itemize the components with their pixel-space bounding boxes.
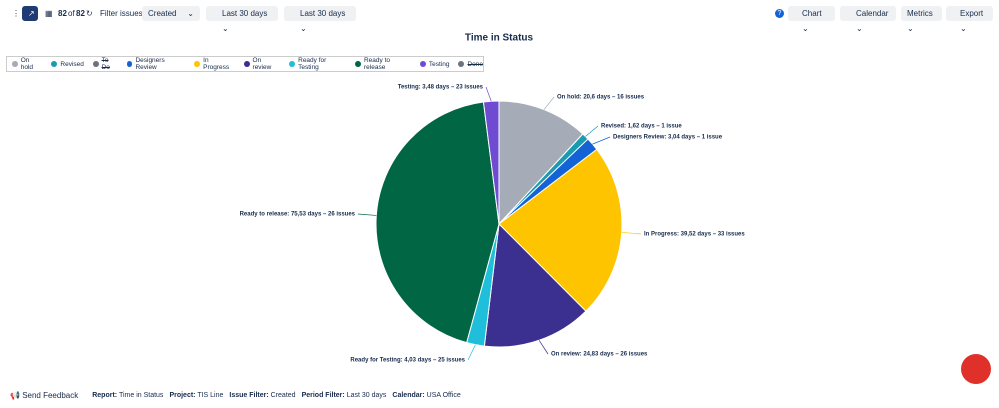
data-label: Testing: 3,48 days – 23 issues — [398, 85, 484, 91]
legend-item[interactable]: Ready for Testing — [289, 57, 346, 71]
count: 82 — [58, 9, 67, 18]
leader-line — [592, 136, 611, 145]
refresh-icon[interactable]: ↻ — [86, 9, 93, 18]
data-label: In Progress: 39,52 days – 33 issues — [644, 232, 745, 238]
legend-item[interactable]: Testing — [419, 60, 450, 68]
filter-value: Created — [148, 9, 177, 18]
legend-label: Testing — [428, 60, 450, 68]
legend-item[interactable]: In Progress — [194, 57, 234, 71]
legend-swatch — [12, 61, 18, 67]
legend-label: Done — [467, 60, 484, 68]
legend-swatch — [289, 61, 296, 67]
filter-label: Filter issues: — [100, 9, 145, 18]
date-range-dropdown[interactable]: Last 30 days ⌄ — [206, 6, 278, 33]
count-total: 82 — [76, 9, 85, 18]
calendar-button-label: Calendar — [856, 9, 889, 18]
footer-item: Project: TIS Line — [169, 392, 223, 399]
leader-line — [357, 213, 377, 216]
footer: 📢 Send Feedback Report: Time in Status Pr… — [10, 391, 461, 400]
leader-line — [467, 344, 476, 361]
footer-item-value: USA Office — [426, 392, 461, 399]
footer-item: Issue Filter: Created — [229, 392, 295, 399]
data-label: Ready to release: 75,53 days – 26 issues — [240, 212, 356, 218]
leader-line — [585, 125, 599, 137]
leader-line — [538, 340, 549, 355]
date-range: Last 30 days — [300, 9, 346, 18]
table-view-button[interactable]: ▦ — [45, 9, 53, 18]
export-dropdown[interactable]: Export ⌄ — [946, 6, 993, 33]
legend-item[interactable]: Designers Review — [126, 57, 186, 71]
data-label: On hold: 20,6 days – 16 issues — [557, 95, 645, 101]
leader-line — [621, 231, 642, 235]
legend-label: Ready for Testing — [298, 57, 327, 71]
legend: On hold Revised To Do Designers Review In Pr… — [6, 56, 484, 72]
legend-label: Designers Review — [135, 57, 165, 71]
calendar-dropdown[interactable]: Calendar ⌄ — [840, 6, 896, 33]
footer-item-label: Report: — [92, 392, 118, 399]
date-range: Last 30 days — [222, 9, 268, 18]
footer-item: Calendar: USA Office — [392, 392, 460, 399]
pie-slice — [466, 223, 500, 347]
filter-dropdown[interactable]: Created ⌄ — [142, 6, 200, 21]
data-label: Designers Review: 3,04 days – 1 issue — [613, 135, 723, 141]
legend-swatch — [126, 61, 133, 67]
legend-swatch — [51, 61, 58, 67]
legend-label: In Progress — [203, 57, 230, 71]
pie-slice — [498, 148, 623, 312]
legend-item[interactable]: Ready to release — [355, 57, 411, 71]
footer-item: Report: Time in Status — [92, 392, 163, 399]
footer-item: Period Filter: Last 30 days — [302, 392, 387, 399]
legend-label: Revised — [60, 60, 84, 68]
legend-label: On hold — [20, 57, 33, 71]
date-range-dropdown[interactable]: Last 30 days ⌄ — [284, 6, 356, 33]
feedback-link[interactable]: 📢 Send Feedback — [10, 391, 79, 400]
pie-slice — [498, 138, 598, 225]
chart-title: Time in Status — [465, 33, 534, 44]
legend-item[interactable]: To Do — [92, 57, 118, 71]
legend-swatch — [419, 61, 426, 67]
footer-item-label: Issue Filter: — [229, 392, 269, 399]
leader-line — [485, 86, 492, 102]
apps-icon[interactable]: ⋮⋮ — [12, 9, 28, 18]
data-label: Revised: 1,62 days – 1 issue — [601, 124, 682, 130]
footer-item-label: Project: — [169, 392, 196, 399]
chat-button[interactable] — [961, 354, 991, 384]
footer-item-label: Calendar: — [392, 392, 425, 399]
pie-slice — [498, 133, 589, 225]
pie-slice — [498, 100, 584, 226]
chart-button-label: Chart — [802, 9, 822, 18]
legend-item[interactable]: On hold — [12, 57, 42, 71]
legend-swatch — [92, 61, 99, 67]
legend-label: To Do — [101, 57, 110, 71]
legend-item[interactable]: Done — [458, 61, 483, 68]
data-label: On review: 24,83 days – 26 issues — [551, 352, 648, 358]
pie-slice — [482, 100, 500, 225]
legend-swatch — [355, 61, 361, 67]
chart-view-button[interactable]: ↗ — [22, 6, 38, 21]
footer-item-value: Last 30 days — [346, 392, 387, 399]
legend-label: Ready to release — [363, 57, 391, 71]
count-of: of — [68, 9, 75, 18]
data-label: Ready for Testing: 4,03 days – 25 issues — [350, 358, 465, 364]
footer-item-label: Period Filter: — [301, 392, 345, 399]
metrics-button-label: Metrics — [907, 9, 933, 18]
footer-item-value: TIS Line — [197, 392, 224, 399]
legend-item[interactable]: Revised — [51, 60, 84, 68]
legend-swatch — [243, 61, 250, 67]
footer-item-value: Time in Status — [118, 392, 164, 399]
legend-label: On review — [252, 57, 272, 71]
legend-swatch — [458, 61, 465, 67]
chart-dropdown[interactable]: Chart ⌄ — [788, 6, 835, 33]
feedback-text: Send Feedback — [22, 391, 79, 400]
legend-swatch — [194, 61, 201, 67]
help-icon[interactable]: ? — [775, 9, 784, 18]
export-button-label: Export — [960, 9, 984, 18]
metrics-dropdown[interactable]: Metrics ⌄ — [901, 6, 942, 33]
legend-item[interactable]: On review — [243, 57, 281, 71]
pie-slice — [375, 101, 500, 344]
leader-line — [543, 96, 555, 110]
pie-slice — [483, 222, 587, 348]
footer-item-value: Created — [270, 392, 296, 399]
